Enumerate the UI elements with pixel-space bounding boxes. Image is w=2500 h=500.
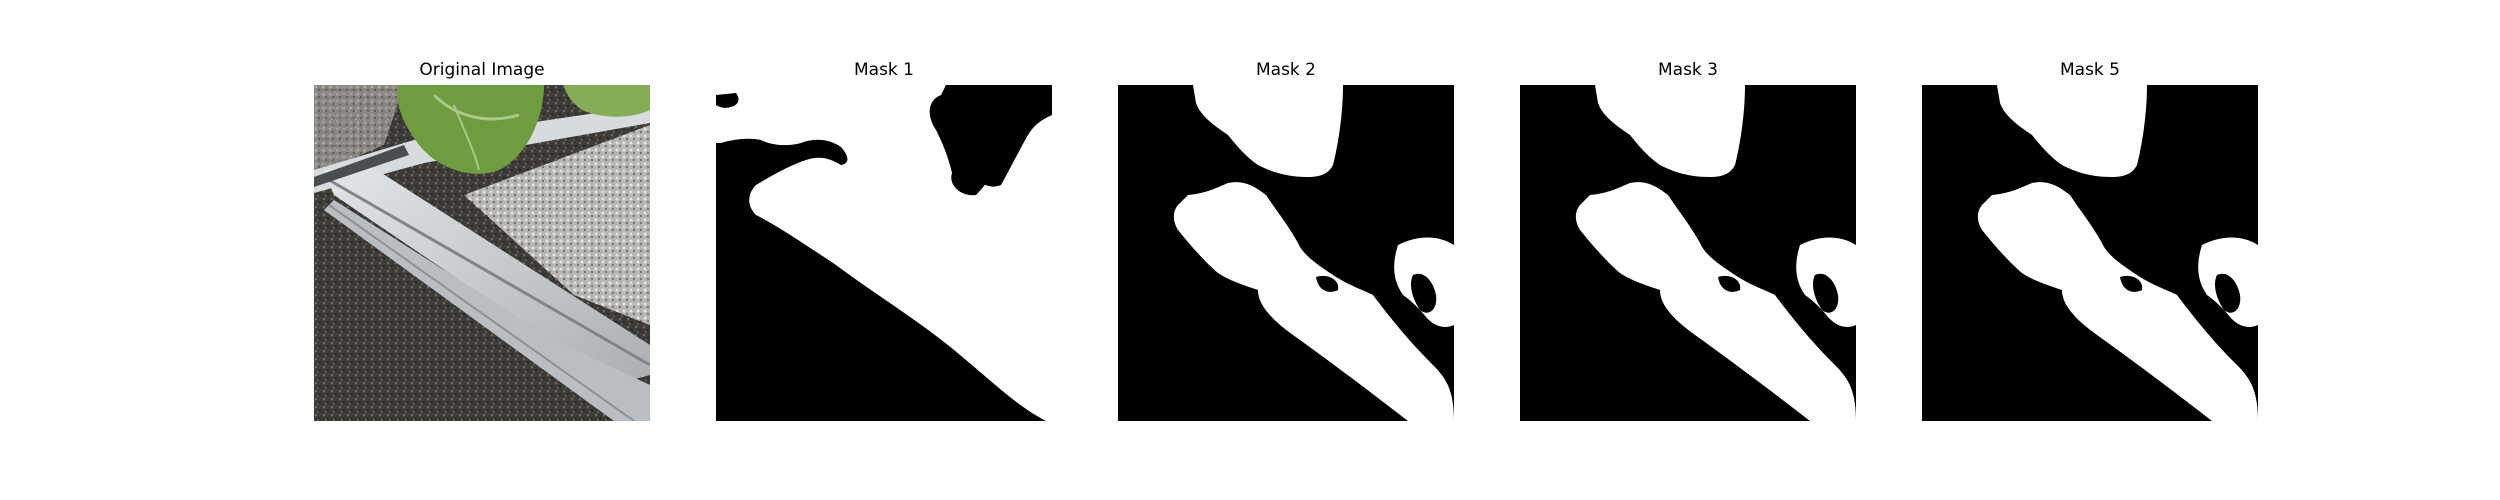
mask-1-hole <box>716 93 739 108</box>
mask-5-notch <box>2120 275 2143 292</box>
mask-3-notch <box>1718 275 1741 292</box>
rail-bracket <box>314 145 409 187</box>
panel-title-mask-2: Mask 2 <box>1255 60 1316 80</box>
panel-title-mask-3: Mask 3 <box>1657 60 1718 80</box>
leaf-main <box>397 85 544 174</box>
mask-2-drawing <box>1118 85 1454 421</box>
rail-edge <box>328 178 650 367</box>
mask-5-image <box>1922 85 2258 421</box>
mask-3-leaf-region <box>1595 85 1745 177</box>
mask-2-rail-region <box>1173 182 1454 421</box>
leaf-right <box>564 85 650 117</box>
mask-1-image <box>716 85 1052 421</box>
mask-1-dark-region <box>942 85 1052 187</box>
mask-3-right-hole <box>1812 273 1839 313</box>
mask-3-image <box>1520 85 1856 421</box>
rail-main <box>324 165 650 385</box>
original-image <box>314 85 650 421</box>
panel-title-mask-5: Mask 5 <box>2059 60 2120 80</box>
panel-title-mask-1: Mask 1 <box>853 60 914 80</box>
mask-5-right-hole <box>2214 273 2241 313</box>
mask-1-region <box>716 85 1052 421</box>
gravel-corner <box>314 85 404 175</box>
gravel-strip <box>464 125 650 325</box>
mask-5-leaf-region <box>1997 85 2147 177</box>
rail-edge-lower <box>328 204 635 421</box>
rail-lower <box>324 200 650 421</box>
leaf-vein <box>432 93 520 121</box>
mask-3-rail-region <box>1575 182 1856 421</box>
panel-title-original-image: Original Image <box>419 60 545 80</box>
mask-5-rail-region <box>1977 182 2258 421</box>
mask-5-drawing <box>1922 85 2258 421</box>
leaf-vein-2 <box>453 104 480 171</box>
mask-2-right-hole <box>1410 273 1437 313</box>
mask-2-image <box>1118 85 1454 421</box>
original-image-drawing <box>314 85 650 421</box>
mask-3-drawing <box>1520 85 1856 421</box>
mask-2-leaf-region <box>1193 85 1343 177</box>
mask-1-drawing <box>716 85 1052 421</box>
mask-2-notch <box>1316 275 1339 292</box>
